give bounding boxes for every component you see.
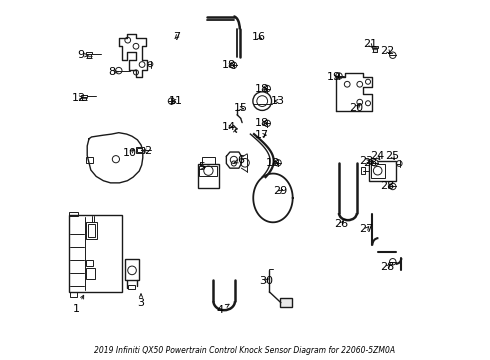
Text: 17: 17 bbox=[255, 130, 270, 140]
Text: 18: 18 bbox=[255, 118, 270, 128]
Bar bbox=[87, 54, 91, 58]
Circle shape bbox=[390, 258, 396, 265]
Text: 19: 19 bbox=[327, 72, 341, 82]
Bar bbox=[87, 268, 96, 279]
Text: 23: 23 bbox=[359, 156, 373, 166]
Text: 24: 24 bbox=[370, 150, 384, 161]
Bar bbox=[87, 260, 93, 266]
Text: 4: 4 bbox=[216, 304, 229, 315]
Text: 5: 5 bbox=[198, 162, 205, 172]
Text: 13: 13 bbox=[271, 96, 285, 106]
Bar bbox=[128, 285, 135, 289]
Bar bbox=[199, 166, 218, 176]
Text: 1: 1 bbox=[73, 295, 84, 314]
Circle shape bbox=[275, 159, 281, 166]
Bar bbox=[370, 164, 385, 178]
Text: 15: 15 bbox=[234, 103, 248, 113]
Text: 20: 20 bbox=[349, 103, 363, 113]
Bar bbox=[137, 148, 143, 152]
Bar bbox=[373, 48, 377, 51]
Bar bbox=[125, 259, 139, 280]
Bar bbox=[361, 167, 365, 174]
Text: 28: 28 bbox=[381, 181, 395, 192]
Circle shape bbox=[390, 52, 396, 58]
Text: 3: 3 bbox=[138, 294, 145, 308]
Bar bbox=[86, 52, 92, 54]
Text: 6: 6 bbox=[234, 155, 244, 165]
Bar bbox=[87, 157, 93, 163]
Circle shape bbox=[371, 159, 378, 166]
Text: 28: 28 bbox=[381, 262, 395, 272]
Bar bbox=[197, 163, 219, 188]
Circle shape bbox=[390, 183, 396, 190]
Bar bbox=[87, 222, 97, 239]
Circle shape bbox=[336, 73, 342, 79]
Text: 28: 28 bbox=[363, 158, 377, 168]
Bar bbox=[280, 298, 292, 307]
Circle shape bbox=[116, 67, 122, 74]
Text: 18: 18 bbox=[222, 60, 236, 70]
Text: 7: 7 bbox=[173, 32, 180, 41]
Bar bbox=[81, 95, 87, 96]
Text: 18: 18 bbox=[255, 84, 270, 94]
Bar bbox=[88, 225, 95, 237]
Text: 22: 22 bbox=[381, 46, 395, 56]
Bar bbox=[372, 46, 378, 48]
Text: 27: 27 bbox=[359, 225, 373, 234]
Bar bbox=[368, 161, 395, 181]
Text: 14: 14 bbox=[222, 122, 236, 132]
Text: 30: 30 bbox=[259, 276, 273, 286]
Text: 8: 8 bbox=[108, 67, 118, 77]
Text: 2019 Infiniti QX50 Powertrain Control Knock Sensor Diagram for 22060-5ZM0A: 2019 Infiniti QX50 Powertrain Control Kn… bbox=[95, 346, 395, 355]
Text: 10: 10 bbox=[122, 148, 137, 158]
Circle shape bbox=[264, 120, 270, 127]
Text: 2: 2 bbox=[142, 145, 152, 156]
Text: 11: 11 bbox=[169, 96, 183, 106]
Bar bbox=[69, 212, 77, 216]
Text: 16: 16 bbox=[252, 32, 266, 42]
Text: 26: 26 bbox=[334, 219, 348, 229]
Bar bbox=[82, 96, 87, 100]
Bar bbox=[136, 147, 144, 153]
Circle shape bbox=[264, 85, 270, 92]
Bar bbox=[69, 215, 122, 292]
Text: 18: 18 bbox=[266, 158, 280, 168]
Bar bbox=[70, 292, 77, 297]
Circle shape bbox=[230, 62, 237, 68]
Text: 21: 21 bbox=[363, 40, 377, 49]
Text: 12: 12 bbox=[72, 93, 86, 103]
Circle shape bbox=[168, 98, 175, 104]
Text: 25: 25 bbox=[385, 150, 399, 161]
Text: 9: 9 bbox=[77, 50, 88, 60]
Bar bbox=[202, 157, 215, 163]
Text: 29: 29 bbox=[273, 186, 287, 197]
